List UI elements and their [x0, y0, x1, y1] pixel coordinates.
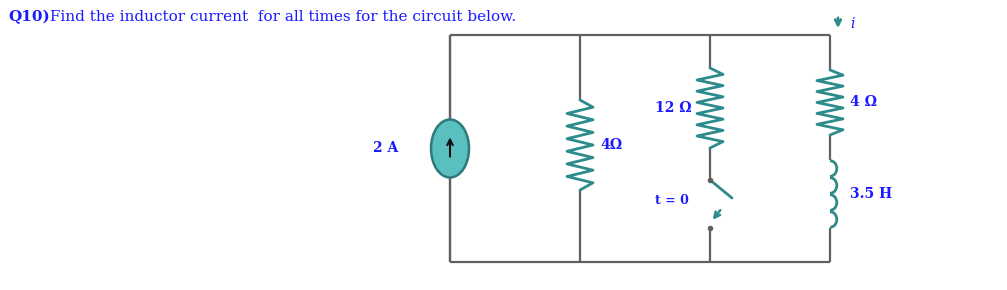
Text: Find the inductor current  for all times for the circuit below.: Find the inductor current for all times …: [45, 10, 517, 24]
Ellipse shape: [431, 119, 469, 177]
Text: 12 Ω: 12 Ω: [656, 101, 692, 115]
Text: 3.5 H: 3.5 H: [850, 187, 892, 201]
Text: i: i: [850, 17, 855, 31]
Text: 4 Ω: 4 Ω: [850, 95, 877, 110]
Text: Q10): Q10): [8, 10, 49, 24]
Text: 2 A: 2 A: [373, 142, 398, 155]
Text: t = 0: t = 0: [655, 193, 689, 206]
Text: 4Ω: 4Ω: [600, 138, 622, 152]
